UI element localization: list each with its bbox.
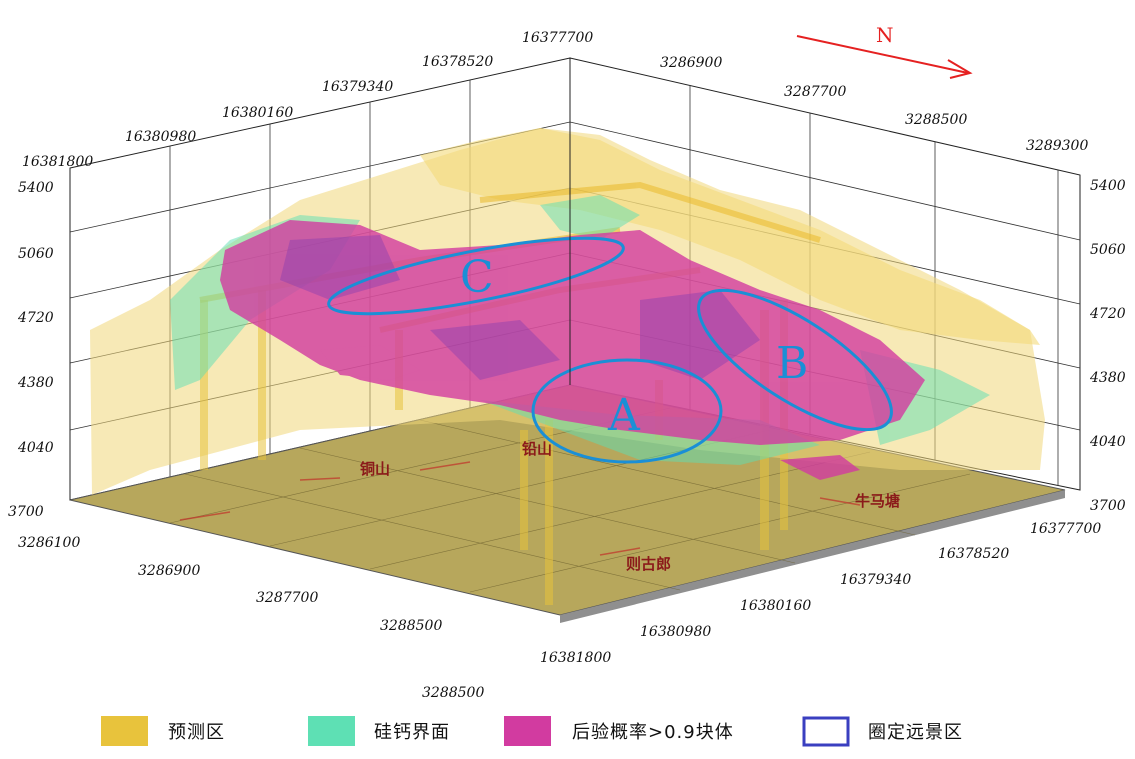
zone-label-a: A xyxy=(607,390,641,441)
axis-tick-label: 16379340 xyxy=(322,79,393,95)
axis-tick-label: 3287700 xyxy=(256,590,318,606)
axis-tick-label: 3700 xyxy=(8,504,44,520)
legend-swatch-high-probability xyxy=(504,716,551,746)
axis-tick-label: 5060 xyxy=(1090,242,1126,258)
axis-tick-label: 3288500 xyxy=(905,112,967,128)
axis-tick-label: 4380 xyxy=(1089,370,1126,386)
high-probability-blocks xyxy=(220,220,925,480)
axis-tick-label: 5400 xyxy=(1090,178,1126,194)
axis-tick-label: 3286900 xyxy=(138,563,200,579)
legend-item-si-ca: 硅钙界面 xyxy=(308,716,450,746)
top-x-tick-labels: 16381800 16380980 16380160 16379340 1637… xyxy=(22,30,593,170)
prospect-ellipse-b xyxy=(697,288,893,432)
axis-tick-label: 3289300 xyxy=(1026,138,1088,154)
legend-swatch-prospect-area xyxy=(802,716,850,747)
axis-tick-label: 4040 xyxy=(1089,434,1126,450)
axis-tick-label: 5400 xyxy=(18,180,54,196)
axis-tick-label: 16381800 xyxy=(22,154,93,170)
axis-tick-label: 3288500 xyxy=(422,685,484,701)
axis-tick-label: 16379340 xyxy=(840,572,911,588)
axis-tick-label: 3288500 xyxy=(380,618,442,634)
prospect-ellipse-a xyxy=(531,358,723,464)
axis-tick-label: 16380980 xyxy=(125,129,196,145)
axis-tick-label: 16378520 xyxy=(938,546,1009,562)
axis-tick-label: 16380160 xyxy=(740,598,811,614)
axis-tick-label: 16378520 xyxy=(422,54,493,70)
axis-tick-label: 16381800 xyxy=(540,650,611,666)
axis-tick-label: 4720 xyxy=(1089,306,1126,322)
right-z-tick-labels: 5400 5060 4720 4380 4040 3700 xyxy=(1089,178,1126,514)
place-niumatang: 牛马塘 xyxy=(855,492,900,510)
axis-tick-label: 16377700 xyxy=(522,30,593,46)
prospect-ellipse-c xyxy=(327,236,625,316)
place-zegulang: 则古郎 xyxy=(626,555,671,573)
legend-item-high-probability: 后验概率>0.9块体 xyxy=(504,716,734,746)
prospect-areas xyxy=(327,236,893,464)
axis-tick-label: 3286900 xyxy=(660,55,722,71)
bottom-x-tick-labels: 16377700 16378520 16379340 16380160 1638… xyxy=(540,521,1101,666)
north-arrow: N xyxy=(796,23,973,79)
legend-item-prediction-zone: 预测区 xyxy=(101,716,225,746)
zone-label-b: B xyxy=(776,338,808,389)
bottom-y-tick-labels: 3286100 3286900 3287700 3288500 3288500 xyxy=(18,535,484,701)
axis-tick-label: 16377700 xyxy=(1030,521,1101,537)
legend: 预测区 硅钙界面 后验概率>0.9块体 圈定远景区 xyxy=(101,716,963,747)
top-y-tick-labels: 3286900 3287700 3288500 3289300 xyxy=(660,55,1088,154)
legend-swatch-si-ca xyxy=(308,716,355,746)
axis-tick-label: 3287700 xyxy=(784,84,846,100)
legend-item-prospect-area: 圈定远景区 xyxy=(802,716,963,747)
axis-tick-label: 16380160 xyxy=(222,105,293,121)
axis-tick-label: 3700 xyxy=(1090,498,1126,514)
place-tongshan: 铜山 xyxy=(360,460,390,478)
axis-tick-label: 5060 xyxy=(18,246,54,262)
box-edges xyxy=(69,58,1081,500)
axis-tick-label: 3286100 xyxy=(18,535,80,551)
axis-tick-label: 16380980 xyxy=(640,624,711,640)
axis-tick-label: 4040 xyxy=(17,440,54,456)
zone-label-c: C xyxy=(460,252,494,303)
axis-tick-label: 4380 xyxy=(17,375,54,391)
legend-label-high-probability: 后验概率>0.9块体 xyxy=(572,722,734,743)
legend-label-prospect-area: 圈定远景区 xyxy=(868,722,963,743)
place-qianshan: 铅山 xyxy=(522,440,552,458)
legend-swatch-prediction-zone xyxy=(101,716,148,746)
left-z-tick-labels: 5400 5060 4720 4380 4040 3700 xyxy=(8,180,54,520)
axis-tick-label: 4720 xyxy=(17,310,54,326)
north-label: N xyxy=(876,23,894,47)
legend-label-prediction-zone: 预测区 xyxy=(168,722,225,743)
legend-label-si-ca: 硅钙界面 xyxy=(374,722,450,743)
